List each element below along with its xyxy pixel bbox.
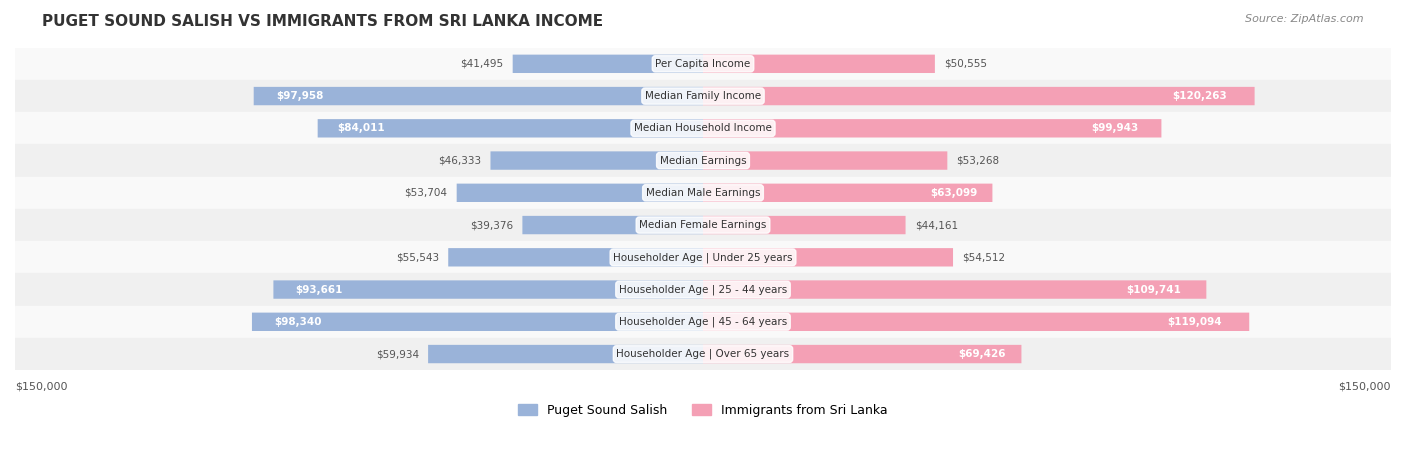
Text: $50,555: $50,555 [943,59,987,69]
Text: $53,704: $53,704 [405,188,447,198]
FancyBboxPatch shape [427,345,703,363]
Text: $84,011: $84,011 [337,123,385,133]
Text: PUGET SOUND SALISH VS IMMIGRANTS FROM SRI LANKA INCOME: PUGET SOUND SALISH VS IMMIGRANTS FROM SR… [42,14,603,29]
FancyBboxPatch shape [703,184,993,202]
Bar [15,338,1391,370]
Text: $63,099: $63,099 [931,188,979,198]
Bar [15,274,1391,306]
Text: $55,543: $55,543 [396,252,439,262]
FancyBboxPatch shape [703,345,1021,363]
Text: Householder Age | 45 - 64 years: Householder Age | 45 - 64 years [619,317,787,327]
FancyBboxPatch shape [491,151,703,170]
FancyBboxPatch shape [703,312,1250,331]
Text: $59,934: $59,934 [375,349,419,359]
Text: Median Earnings: Median Earnings [659,156,747,166]
FancyBboxPatch shape [523,216,703,234]
Text: Per Capita Income: Per Capita Income [655,59,751,69]
Text: Median Family Income: Median Family Income [645,91,761,101]
FancyBboxPatch shape [703,280,1206,299]
FancyBboxPatch shape [703,216,905,234]
Text: $69,426: $69,426 [957,349,1005,359]
Text: $120,263: $120,263 [1173,91,1227,101]
Text: Householder Age | 25 - 44 years: Householder Age | 25 - 44 years [619,284,787,295]
Text: $150,000: $150,000 [15,382,67,391]
Text: $53,268: $53,268 [956,156,1000,166]
Bar [15,209,1391,241]
FancyBboxPatch shape [449,248,703,267]
Text: $119,094: $119,094 [1167,317,1222,327]
Text: Householder Age | Over 65 years: Householder Age | Over 65 years [616,349,790,359]
Text: $44,161: $44,161 [915,220,957,230]
Text: $41,495: $41,495 [460,59,503,69]
Text: $150,000: $150,000 [1339,382,1391,391]
Text: $54,512: $54,512 [962,252,1005,262]
FancyBboxPatch shape [273,280,703,299]
Text: $93,661: $93,661 [295,284,342,295]
Text: Median Female Earnings: Median Female Earnings [640,220,766,230]
Text: Median Male Earnings: Median Male Earnings [645,188,761,198]
Legend: Puget Sound Salish, Immigrants from Sri Lanka: Puget Sound Salish, Immigrants from Sri … [513,399,893,422]
FancyBboxPatch shape [703,248,953,267]
Text: $39,376: $39,376 [470,220,513,230]
Text: $98,340: $98,340 [274,317,322,327]
Bar [15,144,1391,177]
Text: Median Household Income: Median Household Income [634,123,772,133]
Bar [15,241,1391,274]
FancyBboxPatch shape [703,87,1254,105]
FancyBboxPatch shape [252,312,703,331]
FancyBboxPatch shape [318,119,703,137]
Text: $99,943: $99,943 [1091,123,1139,133]
Bar [15,306,1391,338]
Bar [15,48,1391,80]
Bar [15,177,1391,209]
Text: $109,741: $109,741 [1126,284,1181,295]
Text: Householder Age | Under 25 years: Householder Age | Under 25 years [613,252,793,262]
Bar [15,112,1391,144]
FancyBboxPatch shape [457,184,703,202]
Bar [15,80,1391,112]
Text: Source: ZipAtlas.com: Source: ZipAtlas.com [1246,14,1364,24]
FancyBboxPatch shape [513,55,703,73]
Text: $97,958: $97,958 [276,91,323,101]
FancyBboxPatch shape [703,55,935,73]
FancyBboxPatch shape [703,151,948,170]
FancyBboxPatch shape [703,119,1161,137]
FancyBboxPatch shape [253,87,703,105]
Text: $46,333: $46,333 [439,156,481,166]
